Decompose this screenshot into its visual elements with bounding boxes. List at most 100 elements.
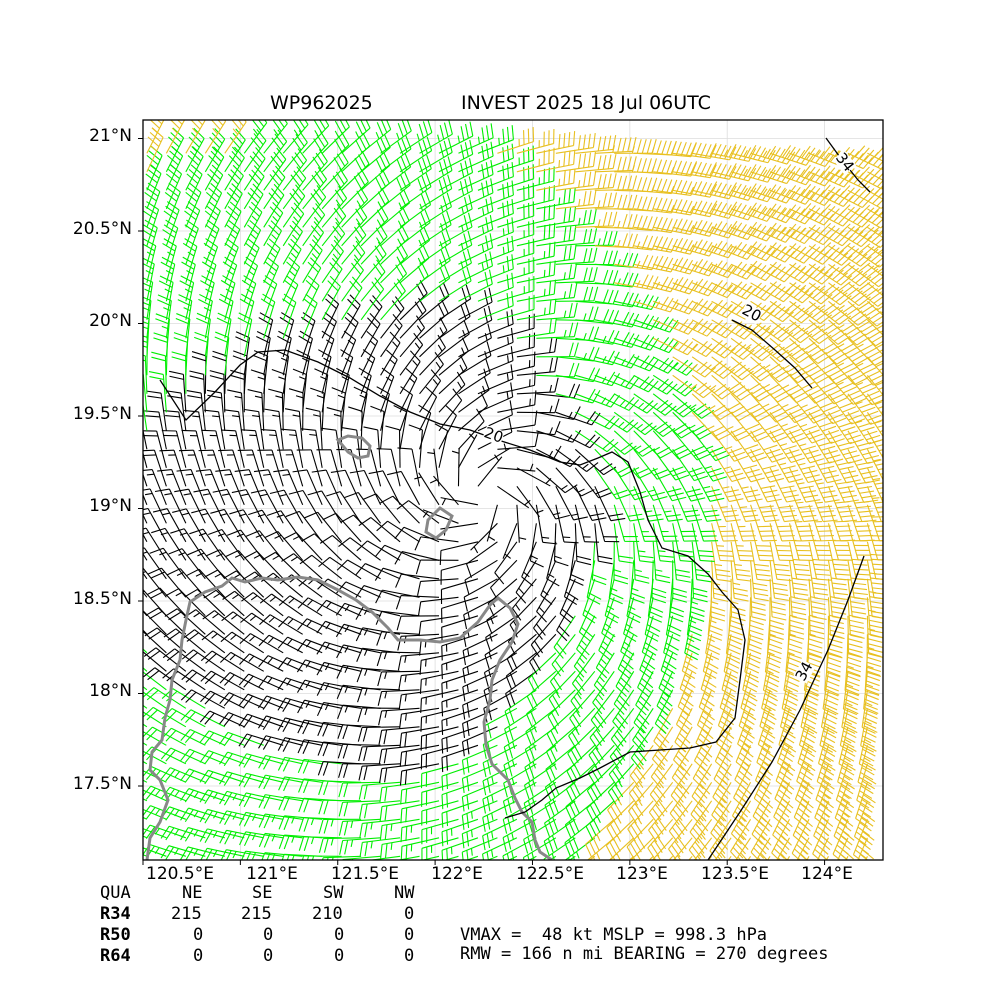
- wind-barb: [688, 818, 713, 860]
- wind-barb: [546, 707, 576, 748]
- wind-barb: [399, 262, 429, 302]
- wind-barb: [180, 689, 226, 709]
- wind-barb: [438, 320, 470, 358]
- wind-barb: [440, 578, 479, 604]
- wind-barb: [555, 286, 599, 302]
- wind-barb: [282, 202, 305, 247]
- wind-barb: [769, 430, 806, 464]
- wind-barb: [326, 491, 362, 524]
- wind-barb: [730, 144, 776, 164]
- wind-barb: [812, 819, 833, 860]
- wind-barb: [578, 597, 596, 642]
- x-tick-label: 121°E: [246, 864, 298, 884]
- wind-barb: [497, 463, 536, 472]
- wind-barb: [711, 393, 752, 422]
- r34-sw: 210: [312, 904, 343, 924]
- wind-barb: [847, 411, 883, 445]
- wind-barb: [243, 147, 266, 191]
- wind-barb: [220, 631, 265, 654]
- wind-barb: [693, 837, 713, 860]
- wind-barb: [529, 633, 557, 675]
- wind-barb: [260, 293, 276, 339]
- wind-barb: [317, 578, 362, 598]
- wind-barb: [633, 316, 679, 333]
- wind-barb: [738, 689, 757, 735]
- wind-barb: [769, 223, 815, 245]
- wind-barb: [608, 560, 624, 605]
- wind-barb: [477, 309, 514, 339]
- wind-barb: [477, 291, 514, 321]
- wind-barb: [143, 816, 148, 820]
- wind-barb: [648, 800, 674, 843]
- wind-barb: [157, 294, 172, 339]
- wind-barb: [358, 781, 401, 800]
- wind-barb: [497, 127, 535, 154]
- wind-barb: [184, 201, 201, 247]
- wind-barb: [839, 708, 858, 753]
- wind-barb: [771, 819, 792, 860]
- wind-barb: [594, 332, 640, 348]
- wind-barb: [477, 327, 514, 358]
- wind-barb: [397, 652, 440, 671]
- wind-barb: [834, 782, 855, 828]
- wind-barb: [536, 362, 580, 378]
- wind-barb: [189, 528, 226, 561]
- wind-barb: [143, 572, 148, 580]
- wind-barb: [337, 724, 381, 740]
- wind-barb: [400, 837, 440, 860]
- wind-barb: [394, 551, 440, 565]
- wind-barb: [143, 667, 148, 672]
- wind-barb: [672, 523, 695, 563]
- wind-barb: [633, 541, 650, 584]
- r50-ne: 0: [193, 925, 204, 945]
- wind-barb: [590, 689, 615, 732]
- wind-barb: [208, 529, 245, 561]
- wind-barb: [356, 647, 401, 662]
- wind-barb: [672, 486, 703, 522]
- wind-barb: [399, 172, 432, 210]
- wind-barb: [594, 272, 639, 288]
- wind-barb: [730, 337, 774, 362]
- wind-barb: [652, 356, 698, 376]
- wind-barb: [783, 652, 800, 697]
- wind-barb: [379, 495, 420, 524]
- wind-barb: [302, 257, 322, 302]
- wind-barb: [633, 448, 671, 480]
- wind-barb: [711, 411, 751, 442]
- wind-barb: [828, 430, 863, 464]
- wind-barb: [575, 371, 621, 387]
- wind-barb: [497, 432, 539, 450]
- wind-barb: [292, 368, 308, 413]
- wind-barb: [263, 183, 285, 228]
- wind-barb: [742, 652, 760, 698]
- wind-barb: [614, 314, 659, 331]
- r64-sw: 0: [334, 946, 345, 966]
- wind-barb: [438, 194, 473, 228]
- wind-barb: [781, 671, 799, 716]
- wind-barb: [399, 763, 440, 786]
- wind-barb: [143, 835, 148, 839]
- wind-barb: [441, 633, 479, 661]
- wind-barb: [204, 128, 226, 173]
- x-tick-label: 122°E: [431, 864, 483, 884]
- wind-barb: [486, 855, 498, 860]
- wind-barb: [439, 541, 479, 566]
- wind-barb: [462, 633, 498, 666]
- wind-barb: [264, 408, 284, 450]
- wind-barb: [302, 203, 326, 247]
- wind-barb: [594, 504, 620, 543]
- wind-barb: [663, 615, 679, 661]
- wind-barb: [360, 133, 391, 173]
- wind-barb: [238, 693, 284, 709]
- wind-barb: [575, 211, 618, 228]
- wind-barb: [360, 330, 379, 376]
- wind-barb: [180, 729, 226, 746]
- wind-barb: [502, 523, 518, 559]
- wind-barb: [438, 284, 472, 321]
- wind-barb: [258, 634, 303, 654]
- wind-barb: [730, 374, 772, 402]
- wind-barb: [257, 695, 303, 710]
- wind-barb: [357, 707, 401, 723]
- wind-barb: [336, 664, 381, 679]
- wind-barb: [686, 597, 703, 642]
